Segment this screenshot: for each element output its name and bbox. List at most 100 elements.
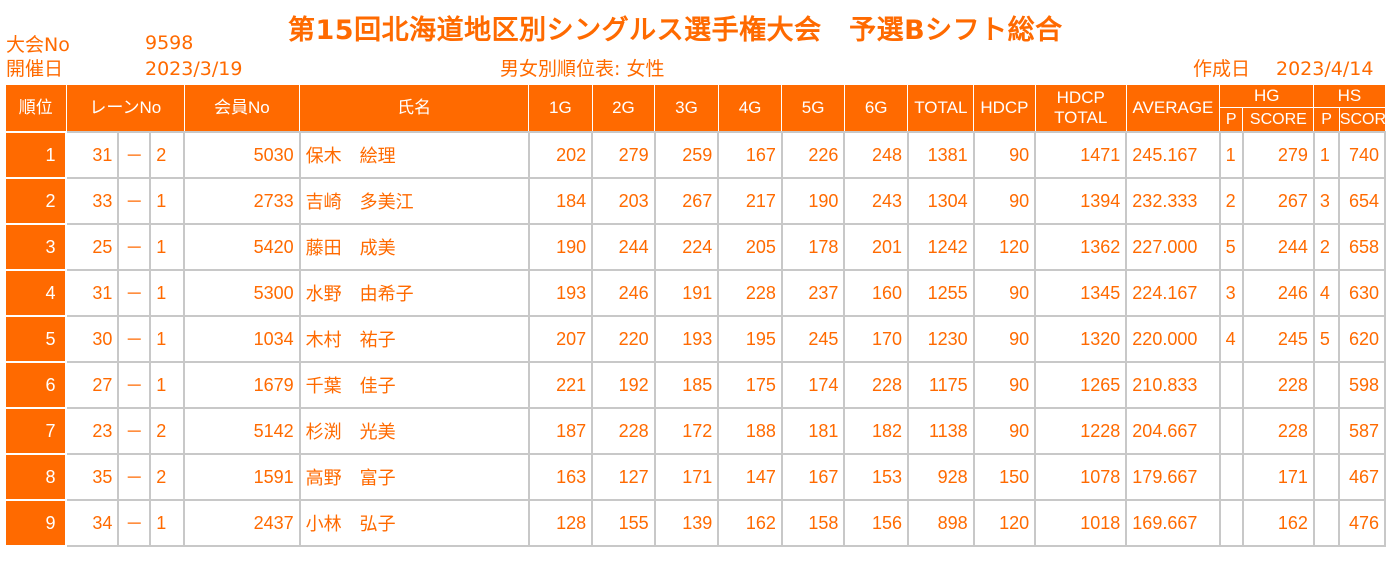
total-cell: 1255 [906,269,975,317]
player-name: 保木 絵理 [298,131,530,179]
lane-cell: 31 [65,131,120,179]
lane-separator: － [117,269,152,317]
table-row: 1 31 － 2 5030 保木 絵理 202 279 259 167 226 248 1381 90 14… [3,131,1386,179]
col-3g: 3G [654,84,719,133]
created-date: 2023/4/14 [1276,58,1374,80]
lane-position: 1 [149,223,186,271]
table-row: 8 35 － 2 1591 高野 富子 163 127 171 147 167 153 928 150 10… [3,453,1386,501]
hs-score: 467 [1338,453,1386,501]
lane-cell: 30 [65,315,120,363]
col-hdcp-total-line1: HDCP [1056,88,1105,107]
player-name: 吉崎 多美江 [298,177,530,225]
game-6-score: 201 [843,223,909,271]
average-cell: 169.667 [1125,499,1221,547]
game-1-score: 193 [527,269,594,317]
player-name: 水野 由希子 [298,269,530,317]
player-name: 杉渕 光美 [298,407,530,455]
rank-cell: 6 [3,361,68,409]
lane-position: 1 [149,499,186,547]
game-1-score: 190 [527,223,594,271]
average-cell: 210.833 [1125,361,1221,409]
hg-place: 3 [1218,269,1244,317]
game-2-score: 127 [591,453,656,501]
average-cell: 245.167 [1125,131,1221,179]
game-1-score: 163 [527,453,594,501]
game-1-score: 187 [527,407,594,455]
total-cell: 1304 [906,177,975,225]
lane-separator: － [117,499,152,547]
rank-cell: 9 [3,499,68,547]
hs-place [1312,453,1341,501]
member-no-cell: 5420 [183,223,301,271]
col-member-no: 会員No [183,84,301,133]
tournament-no-label: 大会No [6,34,70,56]
hdcp-total-cell: 1018 [1034,499,1128,547]
hg-score: 244 [1241,223,1315,271]
hdcp-total-cell: 1265 [1034,361,1128,409]
hdcp-cell: 90 [972,177,1037,225]
hs-score: 630 [1338,269,1386,317]
hs-place [1312,499,1341,547]
lane-position: 2 [149,131,186,179]
hg-place: 5 [1218,223,1244,271]
hs-score: 620 [1338,315,1386,363]
game-3-score: 191 [653,269,720,317]
game-3-score: 267 [653,177,720,225]
game-3-score: 171 [653,453,720,501]
game-1-score: 128 [527,499,594,547]
game-4-score: 147 [717,453,783,501]
table-row: 3 25 － 1 5420 藤田 成美 190 244 224 205 178 201 1242 120 1… [3,223,1386,271]
game-6-score: 248 [843,131,909,179]
col-hs-score: SCORE [1338,107,1388,133]
game-1-score: 202 [527,131,594,179]
tournament-no: 9598 [145,32,194,54]
game-1-score: 221 [527,361,594,409]
hdcp-cell: 90 [972,407,1037,455]
table-row: 5 30 － 1 1034 木村 祐子 207 220 193 195 245 170 1230 90 13… [3,315,1386,363]
game-6-score: 243 [843,177,909,225]
lane-cell: 25 [65,223,120,271]
col-1g: 1G [528,84,593,133]
table-row: 9 34 － 1 2437 小林 弘子 128 155 139 162 158 156 898 120 10… [3,499,1386,547]
hg-score: 267 [1241,177,1315,225]
total-cell: 898 [906,499,975,547]
hdcp-cell: 90 [972,361,1037,409]
table-row: 4 31 － 1 5300 水野 由希子 193 246 191 228 237 160 1255 90 1… [3,269,1386,317]
hdcp-total-cell: 1320 [1034,315,1128,363]
game-2-score: 228 [591,407,656,455]
results-body: 1 31 － 2 5030 保木 絵理 202 279 259 167 226 248 1381 90 14… [3,131,1386,547]
game-6-score: 228 [843,361,909,409]
game-5-score: 158 [780,499,846,547]
lane-cell: 23 [65,407,120,455]
game-4-score: 217 [717,177,783,225]
hg-place: 2 [1218,177,1244,225]
hs-score: 587 [1338,407,1386,455]
col-rank: 順位 [4,84,67,133]
game-4-score: 175 [717,361,783,409]
hdcp-total-cell: 1394 [1034,177,1128,225]
member-no-cell: 1679 [183,361,301,409]
hs-score: 598 [1338,361,1386,409]
hs-place: 4 [1312,269,1341,317]
lane-cell: 35 [65,453,120,501]
col-4g: 4G [717,84,783,133]
created-label: 作成日 [1193,58,1251,80]
hs-score: 658 [1338,223,1386,271]
total-cell: 1381 [906,131,975,179]
game-4-score: 205 [717,223,783,271]
col-name: 氏名 [299,84,530,133]
hg-score: 228 [1241,407,1315,455]
game-5-score: 226 [780,131,846,179]
table-subheader-row: P SCORE P SCORE [5,107,1388,133]
total-cell: 1138 [906,407,975,455]
game-3-score: 259 [653,131,720,179]
lane-separator: － [117,315,152,363]
col-hg-score: SCORE [1242,107,1315,133]
col-hs-p: P [1313,107,1340,133]
member-no-cell: 2733 [183,177,301,225]
total-cell: 928 [906,453,975,501]
hdcp-total-cell: 1228 [1034,407,1128,455]
total-cell: 1230 [906,315,975,363]
lane-cell: 33 [65,177,120,225]
lane-separator: － [117,361,152,409]
